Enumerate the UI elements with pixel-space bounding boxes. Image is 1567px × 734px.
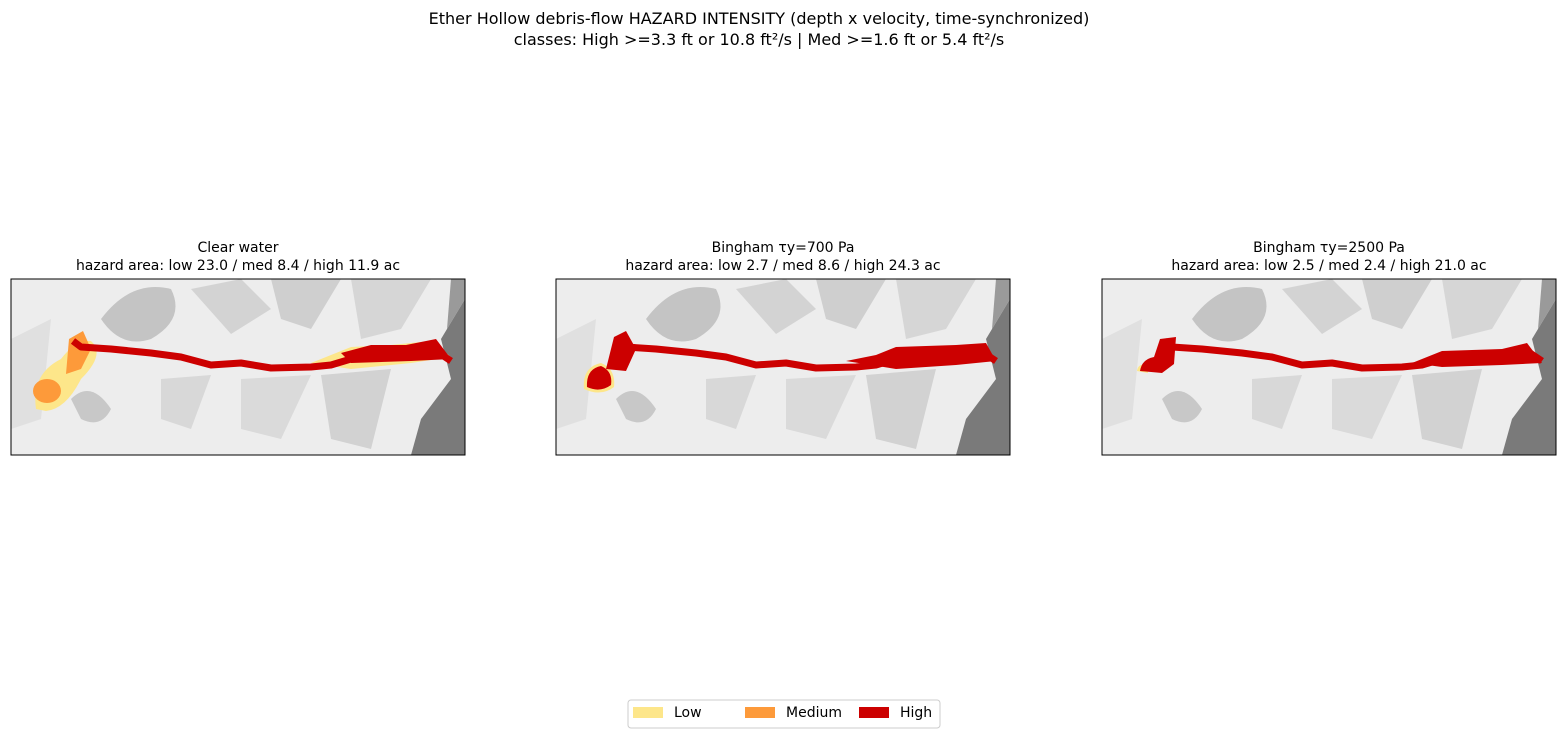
figure-title: Ether Hollow debris-flow HAZARD INTENSIT… xyxy=(429,9,1090,28)
panel-title: Bingham τy=700 Pa xyxy=(712,240,855,256)
panel-title: Bingham τy=2500 Pa xyxy=(1253,240,1405,256)
panel-subtitle: hazard area: low 2.5 / med 2.4 / high 21… xyxy=(1171,258,1486,274)
hazard-high-channel xyxy=(1161,338,1544,372)
panel-title: Clear water xyxy=(198,240,279,256)
terrain-shade xyxy=(351,279,431,339)
figure-subtitle: classes: High >=3.3 ft or 10.8 ft²/s | M… xyxy=(514,30,1004,49)
terrain-shade xyxy=(816,279,886,329)
terrain-shade xyxy=(1332,375,1402,439)
terrain-shade xyxy=(191,279,271,334)
hazard-high xyxy=(586,366,612,390)
panel-subtitle: hazard area: low 23.0 / med 8.4 / high 1… xyxy=(76,258,400,274)
terrain-shade xyxy=(992,279,1010,329)
legend-label: Medium xyxy=(786,705,842,721)
terrain-shade xyxy=(1442,279,1522,339)
legend-label: Low xyxy=(674,705,702,721)
terrain-shade xyxy=(161,375,211,429)
terrain-shade xyxy=(706,375,756,429)
terrain-shade xyxy=(646,287,721,342)
legend-swatch xyxy=(859,707,889,718)
terrain-shade xyxy=(896,279,976,339)
hazard-high xyxy=(606,331,636,371)
terrain-shade xyxy=(1252,375,1302,429)
terrain-shade xyxy=(1538,279,1556,329)
map-panel xyxy=(556,279,1010,455)
hazard-medium xyxy=(66,331,91,374)
panel-frame xyxy=(555,278,1011,456)
terrain-shade xyxy=(786,375,856,439)
panel-frame xyxy=(1101,278,1557,456)
terrain-shade xyxy=(736,279,816,334)
terrain-shade xyxy=(556,319,596,429)
terrain-shade xyxy=(1192,287,1267,342)
terrain-shade xyxy=(866,369,936,449)
terrain-shade xyxy=(241,375,311,439)
map-panel xyxy=(1102,279,1556,455)
terrain-shade xyxy=(956,299,1010,455)
terrain-shade xyxy=(1412,369,1482,449)
hazard-medium xyxy=(33,379,61,403)
terrain-shade xyxy=(411,299,465,455)
terrain-shade xyxy=(271,279,341,329)
panel-frame xyxy=(10,278,466,456)
hazard-high-channel xyxy=(615,338,998,372)
terrain-shade xyxy=(1102,319,1142,429)
legend-swatch xyxy=(745,707,775,718)
terrain-shade xyxy=(1162,391,1202,423)
terrain-shade xyxy=(101,287,176,342)
terrain-shade xyxy=(616,391,656,423)
legend-swatch xyxy=(633,707,663,718)
terrain-shade xyxy=(1502,299,1556,455)
terrain-shade xyxy=(1282,279,1362,334)
hazard-high-channel xyxy=(70,338,453,372)
terrain-shade xyxy=(447,279,465,329)
panel-subtitle: hazard area: low 2.7 / med 8.6 / high 24… xyxy=(625,258,940,274)
terrain-shade xyxy=(321,369,391,449)
map-panel xyxy=(11,279,465,455)
terrain-shade xyxy=(1362,279,1432,329)
legend-label: High xyxy=(900,705,932,721)
terrain-shade xyxy=(71,391,111,423)
